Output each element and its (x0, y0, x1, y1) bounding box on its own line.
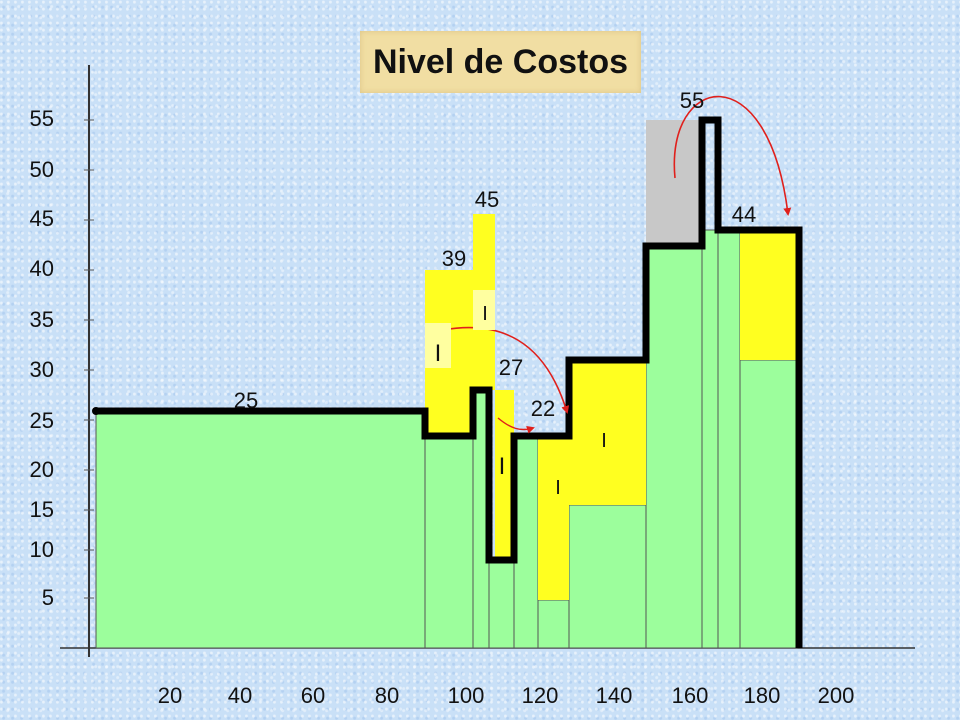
yellow-bar-4 (538, 436, 569, 600)
red-arrow-small (497, 417, 535, 434)
step-line-start-dot (92, 407, 100, 415)
cost-step-line (96, 116, 803, 648)
y-tick-label: 30 (30, 357, 54, 382)
green-bar-10 (717, 229, 741, 649)
y-tick-label: 25 (30, 408, 54, 433)
green-bar-8 (645, 245, 703, 649)
green-bar-1 (95, 410, 426, 649)
y-tick-label: 55 (30, 106, 54, 131)
chart-title: Nivel de Costos (360, 31, 641, 93)
x-tick-label: 80 (375, 683, 399, 708)
x-tick-label: 160 (672, 683, 709, 708)
value-label: 25 (234, 388, 258, 413)
marker-label: I (435, 340, 442, 367)
y-tick-label: 45 (30, 206, 54, 231)
value-label: 22 (531, 396, 555, 421)
y-tick-label: 20 (30, 457, 54, 482)
yellow-bar-3 (495, 390, 514, 560)
green-bar-4 (488, 559, 515, 649)
y-tick-label: 5 (42, 585, 54, 610)
green-bar-11 (739, 359, 798, 649)
marker-label: I (499, 453, 506, 480)
marker-label: I (482, 303, 488, 325)
x-tick-label: 40 (228, 683, 252, 708)
y-tick-label: 10 (30, 537, 54, 562)
marker-label: I (555, 477, 561, 499)
value-label: 45 (475, 187, 499, 212)
yellow-bar-6 (740, 230, 797, 360)
value-label: 39 (442, 246, 466, 271)
red-arrow-left (442, 326, 570, 414)
x-tick-label: 140 (596, 683, 633, 708)
x-tick-label: 100 (448, 683, 485, 708)
value-label: 44 (732, 202, 756, 227)
red-arrow-right (673, 95, 792, 216)
yellow-bar-5 (569, 360, 646, 505)
marker-box (473, 290, 495, 330)
gray-bar (646, 120, 702, 246)
green-bar-7 (568, 504, 647, 649)
y-tick-label: 50 (30, 157, 54, 182)
x-tick-label: 60 (301, 683, 325, 708)
y-tick-label: 15 (30, 497, 54, 522)
y-tick-label: 35 (30, 307, 54, 332)
value-label: 55 (680, 88, 704, 113)
value-label: 27 (499, 355, 523, 380)
green-bar-9 (701, 229, 719, 649)
x-tick-label: 120 (522, 683, 559, 708)
green-bar-2 (424, 435, 474, 649)
marker-box (425, 323, 451, 368)
y-tick-label: 40 (30, 256, 54, 281)
x-tick-label: 20 (158, 683, 182, 708)
x-tick-label: 180 (744, 683, 781, 708)
green-bar-6 (537, 599, 570, 649)
marker-label: I (601, 430, 607, 452)
x-tick-label: 200 (818, 683, 855, 708)
green-bar-5 (513, 435, 539, 649)
